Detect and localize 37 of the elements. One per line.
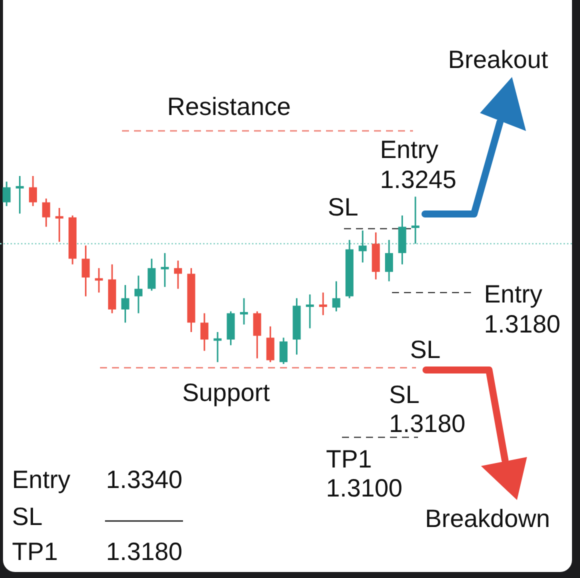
ref-line-label: Support [182,378,270,407]
candlestick [358,230,367,264]
candlestick [385,239,394,282]
candlestick [160,252,169,288]
candlestick [94,267,103,294]
candlestick [319,292,328,316]
candlestick [28,175,37,207]
candlestick [55,207,64,243]
candlestick [42,198,50,228]
ref-line-label: Entry 1.3180 [484,280,560,339]
candlestick [148,258,156,292]
ref-line-label: TP1 1.3100 [326,445,402,502]
text: Entry 1.3340 [12,466,182,494]
text: TP1 1.3180 [12,538,182,566]
annotation: Entry 1.3245 [380,136,456,194]
candlestick [174,260,182,290]
ref-line-label: Resistance [167,92,291,121]
candlestick [200,312,208,352]
candlestick [332,280,340,312]
text: Breakout [448,46,548,74]
candlestick [280,336,288,365]
candlestick [16,175,24,214]
candlestick [306,294,314,330]
text: SL [12,503,43,531]
candlestick [214,331,222,363]
candlestick [82,244,90,298]
annotation: SL [410,336,441,364]
candlestick [121,284,130,324]
candlestick [253,310,262,360]
candlestick [240,297,248,326]
candlestick [134,274,142,314]
ref-line-label: SL [328,194,358,222]
text: Breakdown [425,505,550,533]
candlestick [2,180,11,207]
candlestick [266,326,274,363]
text: SL 1.3180 [389,381,466,438]
candlestick [411,196,420,244]
